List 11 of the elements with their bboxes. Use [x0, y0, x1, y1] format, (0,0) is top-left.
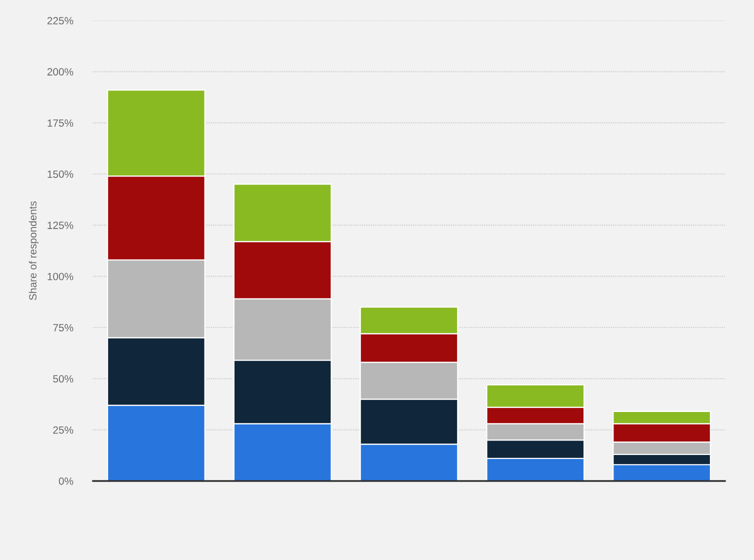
y-axis-title: Share of respondents — [28, 201, 39, 300]
y-tick-label: 25% — [53, 426, 74, 434]
y-tick-label: 125% — [48, 222, 74, 230]
y-tick-label: 75% — [53, 324, 74, 332]
y-tick-label: 150% — [48, 170, 74, 178]
y-tick-label: 225% — [47, 17, 74, 24]
y-tick-label: 175% — [48, 119, 74, 127]
y-tick-label: 0% — [58, 478, 74, 485]
y-tick-label: 200% — [47, 68, 74, 76]
y-tick-label: 100% — [48, 272, 74, 280]
y-tick-label: 50% — [53, 375, 74, 383]
